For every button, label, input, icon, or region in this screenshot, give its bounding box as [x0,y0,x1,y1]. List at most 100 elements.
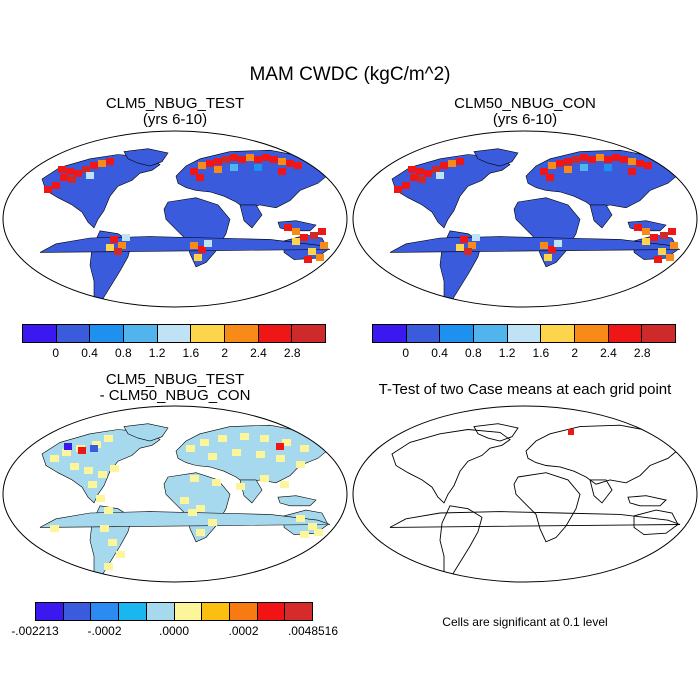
colorbar-difference [35,602,313,621]
grid-cell [564,166,572,173]
grid-cell [208,519,217,526]
map-panel-test [2,130,348,308]
colorbar-tick-label: 2.4 [250,346,267,360]
panel-diff-title: CLM5_NBUG_TEST - CLM50_NBUG_CON [0,372,350,404]
grid-cell [66,168,74,175]
grid-cell [278,168,286,175]
grid-cell [278,158,286,165]
grid-cell [44,186,52,193]
grid-cell [588,156,596,163]
colorbar-tick-label: 1.6 [182,346,200,360]
grid-cell [410,174,418,181]
grid-cell [432,166,440,173]
grid-cell [642,238,650,245]
grid-cell [320,242,328,249]
grid-cell [64,443,72,450]
grid-cell [186,445,195,452]
colorbar-swatch [36,603,64,620]
continent-europe-asia [525,424,681,485]
grid-cell [98,160,106,167]
colorbar-control-labels: 0 0.4 0.8 1.2 1.6 2 2.4 2.8 [372,346,676,360]
grid-cell [196,174,204,181]
grid-cell [90,162,98,169]
continent-india [239,479,263,504]
grid-cell [116,551,125,558]
grid-cell [214,166,222,173]
continent-south-america [439,505,483,582]
grid-cell [114,248,122,255]
grid-cell [294,162,302,169]
colorbar-difference-labels: -.002213 -.0002 .0000 .0002 .0048516 [11,624,338,638]
colorbar-swatch [474,325,508,342]
colorbar-test [22,324,326,343]
colorbar-swatch [157,325,192,342]
grid-cell [572,156,580,163]
grid-cell [636,160,644,167]
grid-cell [440,162,448,169]
grid-cell [604,156,612,163]
colorbar-tick-label: -.002213 [11,624,59,638]
grid-cell [62,449,71,456]
grid-cell [100,525,109,532]
grid-cell [84,467,93,474]
grid-cell [644,162,652,169]
grid-cell [96,495,105,502]
grid-cell [214,158,222,165]
grid-cell [300,531,309,538]
colorbar-swatch [23,325,57,342]
colorbar-tick-label: 2 [571,346,578,360]
grid-cell [544,254,552,261]
colorbar-tick-label: 2 [221,346,228,360]
colorbar-swatch [373,325,407,342]
grid-cell [190,475,199,482]
grid-cell [660,232,668,239]
grid-cell [50,525,59,532]
grid-cell [60,569,69,576]
grid-cell [416,168,424,175]
colorbar-tick-label: 0.8 [114,346,132,360]
grid-cell [104,435,113,442]
colorbar-tick-label: 0 [402,346,410,360]
grid-cell [658,248,666,255]
grid-cell [110,465,119,472]
map-border [2,130,348,308]
colorbar-swatch [285,603,313,620]
grid-cell [670,242,678,249]
grid-cell [270,156,278,163]
grid-cell [104,507,113,514]
grid-cell [280,481,289,488]
grid-cell [580,164,588,171]
colorbar-swatch [292,325,326,342]
grid-cell [468,242,476,249]
grid-cell [236,483,245,490]
colorbar-tick-label: 1.2 [498,346,516,360]
grid-cell [418,176,426,183]
grid-cell [654,256,662,263]
colorbar-swatch [63,603,92,620]
colorbar-test-labels: 0 0.4 0.8 1.2 1.6 2 2.4 2.8 [22,346,326,360]
colorbar-swatch [146,603,175,620]
colorbar-tick-label: 0.4 [81,346,98,360]
colorbar-tick-label: 2.8 [283,346,301,360]
grid-cell [254,164,262,171]
grid-cell [650,234,658,241]
grid-cell [548,162,556,169]
continent-north-america [391,429,511,504]
grid-cell [540,242,548,249]
colorbar-swatch [406,325,441,342]
grid-cell [642,228,650,235]
colorbar-tick-label: 1.6 [532,346,550,360]
continent-antarctica [389,511,681,528]
grid-cell [394,186,402,193]
grid-cell [262,154,270,161]
grid-cell [74,170,82,177]
colorbar-swatch [56,325,91,342]
grid-cell [48,565,57,572]
colorbar-swatch [91,603,120,620]
grid-cell [556,160,564,167]
grid-cell [196,505,205,512]
grid-cell [604,164,612,171]
grid-cell [546,174,554,181]
grid-cell [318,228,326,235]
grid-cell [612,154,620,161]
